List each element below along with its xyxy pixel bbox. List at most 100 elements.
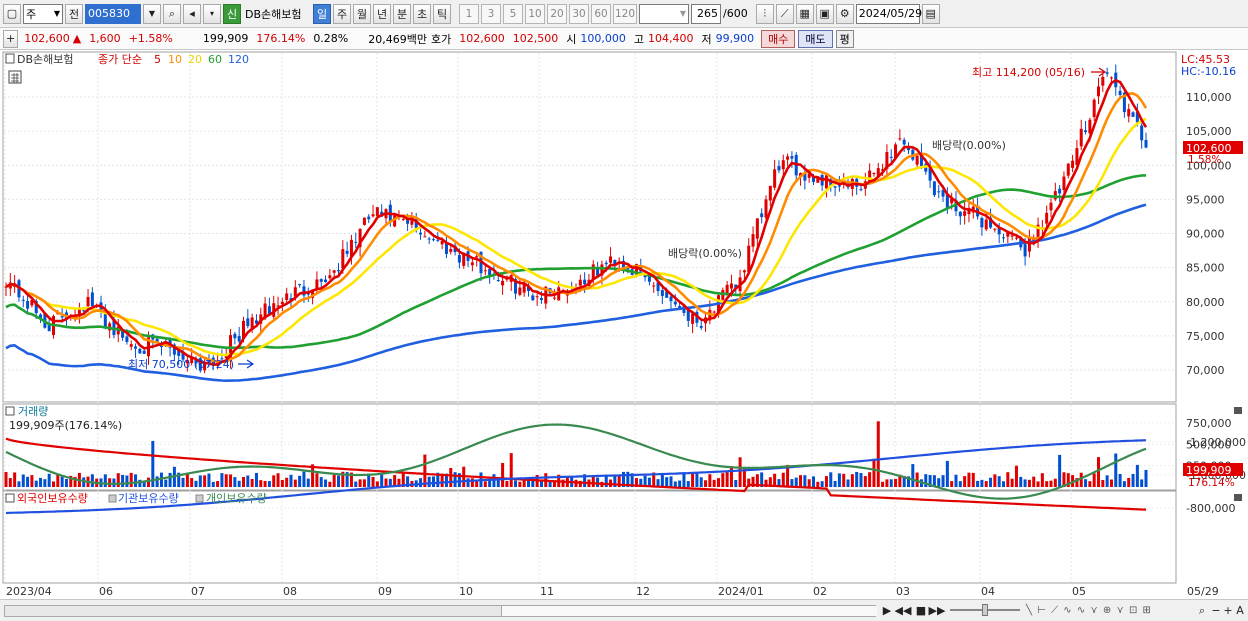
candle-body <box>483 270 487 272</box>
expand-icon[interactable]: + <box>3 29 19 48</box>
play-icon[interactable]: ▶ <box>882 604 892 617</box>
interval-60[interactable]: 60 <box>591 3 611 24</box>
panel-menu-icon[interactable] <box>5 53 15 64</box>
legend-individual-marker <box>195 494 204 503</box>
volume-bar <box>64 478 68 487</box>
up-arrow-icon: ▲ <box>72 32 82 45</box>
volume-bar <box>764 479 768 487</box>
scrollbar-thumb[interactable] <box>501 606 877 616</box>
tab-week[interactable]: 주 <box>333 3 351 24</box>
stock-code-input[interactable]: 005830 <box>85 3 141 24</box>
dropdown-icon[interactable]: ▼ <box>143 3 161 24</box>
candle-body <box>319 279 323 282</box>
volume-bar <box>393 475 397 487</box>
volume-bar <box>678 480 682 487</box>
investor-close-icon[interactable] <box>1234 494 1242 501</box>
interval-10[interactable]: 10 <box>525 3 545 24</box>
search-zoom-icon[interactable]: ⌕ <box>1198 603 1206 617</box>
zoom-out-icon[interactable]: − <box>1211 604 1221 617</box>
candle-body <box>293 287 297 297</box>
candle-body <box>725 284 729 294</box>
calendar-icon[interactable]: ▤ <box>921 3 940 24</box>
stop-icon[interactable]: ■ <box>915 604 927 617</box>
save-icon[interactable]: ▣ <box>815 3 834 24</box>
open-label: 시 <box>566 32 577 46</box>
volume-bar <box>505 480 509 487</box>
tab-month[interactable]: 월 <box>353 3 371 24</box>
lc-label: LC:45.53 <box>1181 53 1230 66</box>
candle-body <box>665 291 669 298</box>
price-change: 1,600 <box>89 32 121 45</box>
gear-icon[interactable]: ⚙ <box>835 3 854 24</box>
candle-body <box>77 309 81 317</box>
candle-body <box>354 241 358 243</box>
candle-style-icon[interactable]: ⫶ <box>755 3 774 24</box>
chart-area[interactable]: 110,000 105,000 100,000 95,000 90,000 85,000 8… <box>0 50 1248 599</box>
volume-bar <box>444 473 448 487</box>
date-input[interactable]: 2024/05/29 <box>855 3 922 24</box>
search-icon[interactable]: ⌕ <box>163 3 181 24</box>
volume-bar <box>1131 473 1135 487</box>
interval-5[interactable]: 5 <box>503 3 523 24</box>
investor-menu-icon[interactable] <box>5 493 15 503</box>
average-button[interactable]: 평 <box>835 29 854 48</box>
drawing-tools-icon[interactable]: ╲ ⊢ ⟋ ∿ ∿ ⋎ ⊕ ⋎ ⊡ ⊞ <box>1026 605 1152 616</box>
volume-bar <box>298 475 302 487</box>
tab-year[interactable]: 년 <box>373 3 391 24</box>
fast-forward-icon[interactable]: ▶▶ <box>928 604 946 617</box>
volume-bar <box>799 475 803 487</box>
interval-1[interactable]: 1 <box>459 3 479 24</box>
interval-custom-input[interactable]: ▼ <box>639 3 689 24</box>
count-input[interactable]: 265 <box>691 3 721 24</box>
table-icon[interactable] <box>8 70 22 84</box>
ma120-line <box>5 203 1147 383</box>
volume-bar <box>203 475 207 487</box>
volume-bar <box>773 473 777 487</box>
horizontal-scrollbar[interactable] <box>4 605 877 617</box>
menu-arrow-icon[interactable]: ▾ <box>203 3 221 24</box>
candle-body <box>626 267 630 270</box>
candle-body <box>742 270 746 273</box>
tab-tick[interactable]: 틱 <box>433 3 451 24</box>
candle-body <box>250 317 254 330</box>
tab-minute[interactable]: 분 <box>393 3 411 24</box>
auto-scale-icon[interactable]: A <box>1236 604 1244 617</box>
volume-bar <box>289 474 293 487</box>
rewind-icon[interactable]: ◀◀ <box>894 604 912 617</box>
tab-second[interactable]: 초 <box>413 3 431 24</box>
draw-tool-icon[interactable]: ⟋ <box>775 3 794 24</box>
volume-bar <box>876 421 880 487</box>
candle-body <box>488 268 492 276</box>
volume-bar <box>60 476 64 487</box>
candle-body <box>112 318 116 335</box>
volume-bar <box>747 478 751 487</box>
speed-slider-handle[interactable] <box>982 604 988 616</box>
volume-close-icon[interactable] <box>1234 407 1242 414</box>
tab-day[interactable]: 일 <box>313 3 331 24</box>
candle-body <box>423 236 427 238</box>
volume-bar <box>190 478 194 487</box>
chevron-down-icon: ▼ <box>679 9 686 18</box>
period-combo[interactable]: 주 ▼ <box>23 3 63 24</box>
speaker-icon[interactable]: ◂ <box>183 3 201 24</box>
candle-body <box>280 301 284 305</box>
volume-menu-icon[interactable] <box>5 406 15 416</box>
volume-bar <box>207 473 211 487</box>
new-badge[interactable]: 신 <box>223 3 241 24</box>
grid-icon[interactable]: ▦ <box>795 3 814 24</box>
zoom-in-icon[interactable]: + <box>1223 604 1233 617</box>
candle-body <box>276 305 280 307</box>
interval-30[interactable]: 30 <box>569 3 589 24</box>
candle-body <box>431 239 436 241</box>
interval-20[interactable]: 20 <box>547 3 567 24</box>
buy-button[interactable]: 매수 <box>761 29 796 48</box>
volume-bar <box>397 478 401 487</box>
interval-120[interactable]: 120 <box>613 3 637 24</box>
volume-bar <box>488 478 492 487</box>
prev-button[interactable]: 전 <box>65 3 83 24</box>
candle-body <box>263 303 267 319</box>
window-icon[interactable]: ▢ <box>3 3 21 24</box>
volume-bar <box>34 480 38 487</box>
interval-3[interactable]: 3 <box>481 3 501 24</box>
sell-button[interactable]: 매도 <box>798 29 833 48</box>
